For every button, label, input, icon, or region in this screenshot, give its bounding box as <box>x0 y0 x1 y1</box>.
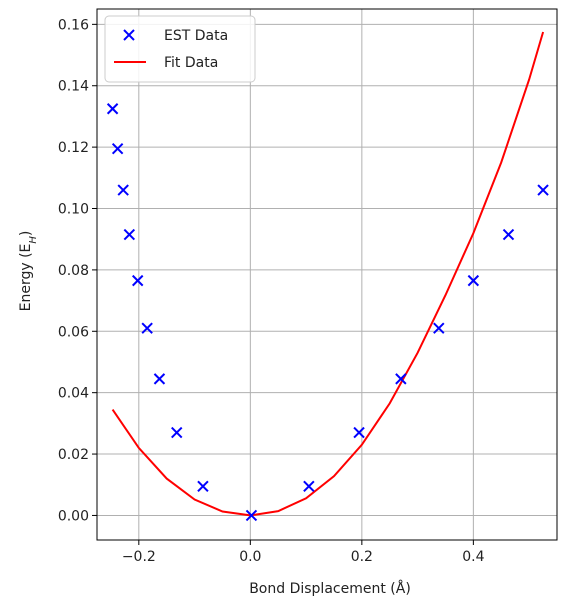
est-data-point <box>106 103 119 115</box>
y-axis-label: Energy (EH) <box>18 231 39 312</box>
legend-marker-est <box>123 29 135 41</box>
est-data-point <box>395 373 407 385</box>
est-data-point <box>117 184 129 196</box>
y-tick-label: 0.02 <box>58 447 89 463</box>
y-tick-label: 0.06 <box>58 324 89 340</box>
y-tick-label: 0.08 <box>58 263 89 279</box>
x-tick-label: 0.2 <box>351 549 373 565</box>
est-data-point <box>153 373 166 385</box>
est-data-point <box>245 509 258 522</box>
legend-label-est: EST Data <box>164 28 228 44</box>
legend-label-fit: Fit Data <box>164 55 218 71</box>
plot-frame <box>96 8 558 541</box>
est-data-point <box>197 480 209 492</box>
est-data-point <box>171 426 183 439</box>
est-data-point <box>111 142 124 155</box>
x-tick-label: 0.0 <box>239 549 261 565</box>
x-tick-label: −0.2 <box>122 549 156 565</box>
est-data-series <box>106 103 549 522</box>
x-tick-label: 0.4 <box>462 549 484 565</box>
x-axis-ticks: −0.2 0.0 0.2 0.4 <box>122 540 485 565</box>
y-tick-label: 0.00 <box>58 508 89 524</box>
est-data-point <box>123 228 136 241</box>
legend: EST Data Fit Data <box>104 15 256 83</box>
legend-box <box>104 15 256 83</box>
y-tick-label: 0.16 <box>58 17 89 33</box>
y-tick-label: 0.12 <box>58 140 89 156</box>
y-axis-label-close: ) <box>18 231 34 236</box>
y-tick-label: 0.14 <box>58 79 89 95</box>
fit-data-line <box>111 31 545 517</box>
fit-data-series <box>111 31 545 517</box>
y-tick-label: 0.04 <box>58 386 89 402</box>
y-tick-label: 0.10 <box>58 202 89 218</box>
est-data-point <box>303 480 315 492</box>
y-axis-ticks: 0.00 0.02 0.04 0.06 0.08 0.10 0.12 0.14 0.16 <box>58 17 97 524</box>
est-data-point <box>467 274 480 287</box>
est-data-point <box>141 322 153 334</box>
est-data-point <box>502 228 515 241</box>
y-axis-label-subscript: H <box>28 236 39 244</box>
est-data-point <box>433 322 445 334</box>
x-axis-label: Bond Displacement (Å) <box>249 580 411 597</box>
grid <box>97 9 557 540</box>
est-data-point <box>353 426 365 439</box>
est-data-point <box>537 184 549 196</box>
est-data-point <box>131 274 144 287</box>
y-axis-label-main: Energy (E <box>18 244 34 312</box>
